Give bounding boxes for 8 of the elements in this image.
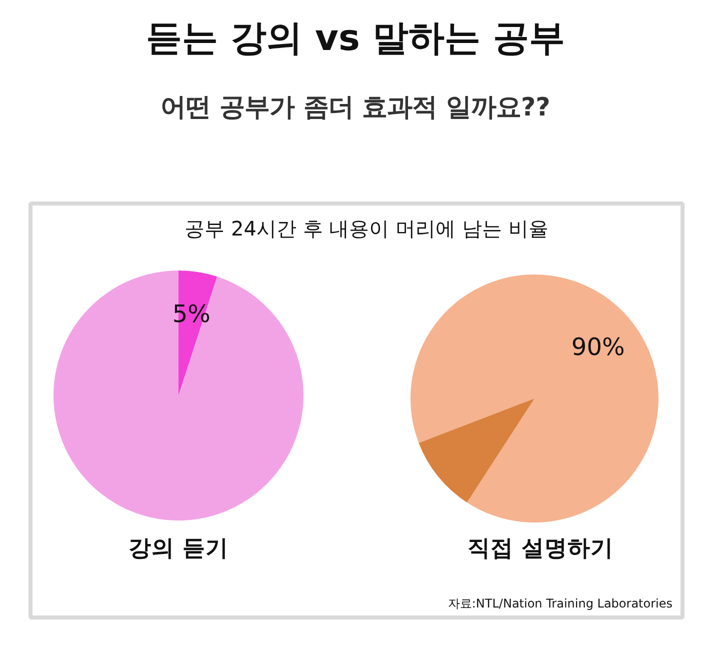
text: 공부 24시간 후 내용이 머리에 남는 비율 bbox=[184, 216, 548, 240]
data-label: 90% bbox=[571, 332, 625, 361]
text: 어떤 공부가 좀더 효과적 일까요?? bbox=[160, 92, 550, 122]
chart-title: 듣는 강의 vs 말하는 공부 bbox=[146, 18, 566, 59]
data-label: 5% bbox=[172, 300, 210, 328]
text: 강의 듣기 bbox=[128, 536, 228, 562]
text: 직접 설명하기 bbox=[468, 536, 614, 562]
text: 자료:NTL/Nation Training Laboratories bbox=[448, 596, 672, 610]
